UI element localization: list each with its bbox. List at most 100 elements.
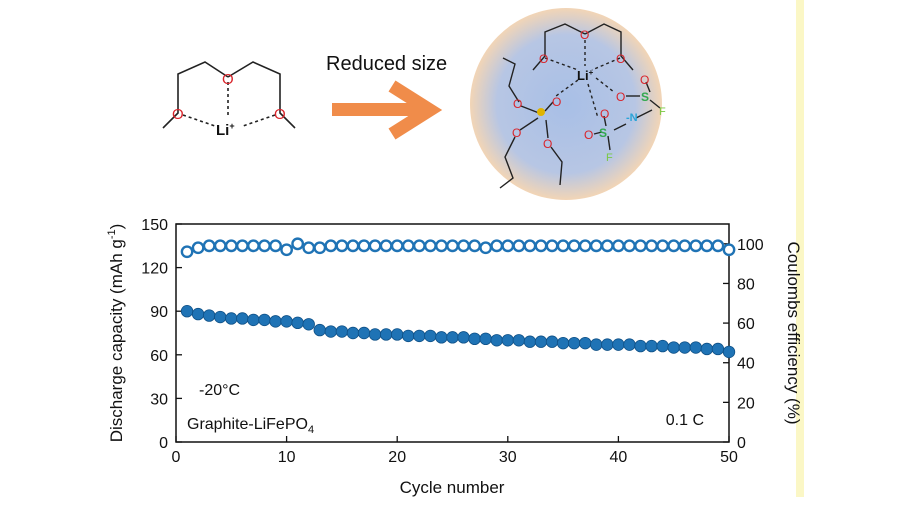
capacity-point — [280, 315, 293, 328]
capacity-point — [446, 331, 459, 344]
efficiency-point — [313, 241, 327, 255]
efficiency-point — [423, 239, 437, 253]
efficiency-point — [258, 239, 271, 253]
efficiency-point — [612, 239, 625, 253]
x-tick-label: 10 — [278, 449, 296, 466]
efficiency-point — [435, 239, 448, 253]
reduced-size-label: Reduced size — [326, 53, 447, 75]
plot-frame — [175, 223, 730, 443]
capacity-point — [202, 309, 216, 322]
y-tick-label: 60 — [150, 348, 168, 365]
efficiency-point — [556, 239, 570, 253]
efficiency-point — [457, 239, 470, 253]
capacity-point — [545, 335, 559, 348]
efficiency-point — [357, 239, 371, 253]
capacity-point — [247, 313, 260, 327]
oxygen-atom-phosphate-4: O — [543, 137, 552, 151]
oxygen-atom-fsi-1: O — [616, 90, 625, 104]
capacity-point — [612, 338, 625, 351]
y2-tick-label: 20 — [737, 395, 755, 412]
oxygen-atom-left-1: O — [172, 106, 184, 123]
capacity-point — [424, 329, 437, 343]
oxygen-atom-phosphate-1: O — [552, 95, 561, 109]
oxygen-atom-right-1: O — [539, 52, 548, 66]
y-tick-label: 150 — [141, 217, 168, 234]
sulfur-atom-2: S — [599, 126, 607, 140]
x-tick-label: 0 — [172, 449, 181, 466]
efficiency-point — [180, 245, 194, 259]
capacity-point — [291, 316, 304, 330]
x-tick-label: 20 — [388, 449, 406, 466]
y-tick-label: 0 — [159, 435, 168, 452]
efficiency-point — [191, 241, 205, 255]
capacity-point — [335, 325, 349, 338]
right-edge-strip — [796, 0, 804, 497]
cell-annotation: Graphite-LiFePO4 — [187, 416, 314, 436]
capacity-point — [214, 310, 227, 324]
efficiency-point — [368, 239, 382, 253]
y-axis-right: 0 20 40 60 80 100 — [723, 237, 764, 452]
capacity-point — [225, 312, 238, 325]
capacity-point — [413, 329, 426, 343]
x-tick-label: 50 — [720, 449, 738, 466]
capacity-point — [601, 338, 614, 351]
x-tick-label: 30 — [499, 449, 517, 466]
efficiency-point — [335, 239, 349, 253]
capacity-point — [512, 334, 526, 347]
capacity-point — [357, 326, 371, 340]
y-tick-label: 120 — [141, 261, 168, 278]
capacity-point — [435, 331, 448, 344]
efficiency-point — [291, 237, 305, 251]
efficiency-point — [280, 243, 293, 257]
capacity-point — [391, 328, 404, 341]
capacity-point — [324, 325, 338, 338]
oxygen-atom-right-3: O — [616, 52, 625, 66]
oxygen-atom-fsi-2: O — [640, 73, 649, 87]
efficiency-point — [247, 239, 260, 253]
temperature-annotation: -20°C — [199, 382, 240, 399]
efficiency-point — [379, 239, 393, 253]
y-tick-label: 90 — [150, 304, 168, 321]
rate-annotation: 0.1 C — [666, 412, 704, 429]
y2-tick-label: 60 — [737, 316, 755, 333]
capacity-point — [623, 338, 636, 351]
efficiency-point — [545, 239, 559, 253]
data-markers — [180, 237, 736, 359]
efficiency-point — [578, 239, 592, 253]
capacity-point — [490, 334, 503, 347]
phosphorus-atom — [537, 108, 545, 116]
efficiency-point — [667, 239, 681, 253]
oxygen-atom-left-2: O — [222, 71, 234, 88]
capacity-point — [634, 339, 647, 353]
capacity-point — [567, 336, 581, 350]
capacity-point — [269, 315, 282, 328]
y2-tick-label: 0 — [737, 435, 746, 452]
oxygen-atom-fsi-3: O — [584, 128, 593, 142]
y2-axis-label: Coulombs efficiency (%) — [784, 242, 803, 425]
efficiency-point — [224, 239, 238, 253]
capacity-point — [468, 332, 481, 346]
efficiency-point — [346, 239, 360, 253]
capacity-point — [678, 341, 691, 354]
efficiency-point — [534, 239, 548, 253]
efficiency-point — [401, 239, 415, 253]
solvation-structure — [499, 23, 661, 189]
y2-tick-label: 100 — [737, 237, 764, 254]
efficiency-point — [390, 239, 404, 253]
lithium-ion-right: Li+ — [577, 68, 594, 83]
capacity-point — [700, 342, 714, 356]
capacity-point — [556, 336, 570, 350]
efficiency-point — [412, 239, 426, 253]
capacity-point — [236, 312, 249, 325]
oxygen-atom-left-3: O — [274, 106, 286, 123]
efficiency-point — [468, 239, 482, 253]
capacity-point — [501, 334, 515, 347]
efficiency-point — [656, 239, 670, 253]
capacity-point — [667, 341, 680, 354]
capacity-point — [258, 313, 271, 327]
schematic-illustration: O O O Li+ Reduced size — [162, 8, 666, 200]
y-tick-label: 30 — [150, 391, 168, 408]
efficiency-point — [600, 239, 614, 253]
efficiency-point — [645, 239, 658, 253]
efficiency-point — [479, 241, 493, 255]
